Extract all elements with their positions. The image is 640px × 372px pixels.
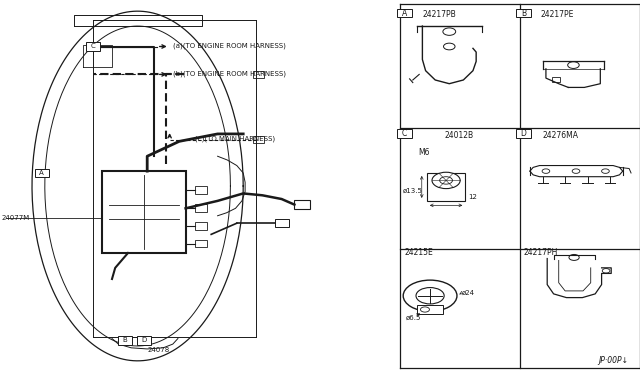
Circle shape	[440, 177, 452, 184]
Circle shape	[108, 234, 123, 243]
Text: 24276MA: 24276MA	[543, 131, 579, 140]
Circle shape	[432, 172, 460, 189]
FancyBboxPatch shape	[137, 336, 151, 345]
Text: ø24: ø24	[462, 290, 475, 296]
Circle shape	[108, 211, 123, 220]
Circle shape	[444, 43, 455, 50]
FancyBboxPatch shape	[397, 129, 412, 138]
Circle shape	[569, 254, 579, 260]
Circle shape	[542, 169, 550, 173]
Text: B: B	[122, 337, 127, 343]
Text: 24217PH: 24217PH	[524, 248, 558, 257]
FancyBboxPatch shape	[118, 336, 132, 345]
Bar	[125, 177, 163, 201]
Bar	[253, 136, 264, 143]
Circle shape	[108, 189, 123, 198]
Circle shape	[403, 280, 457, 311]
FancyBboxPatch shape	[516, 9, 531, 17]
Circle shape	[602, 269, 610, 273]
Text: 24012B: 24012B	[445, 131, 474, 140]
Text: 12: 12	[468, 194, 477, 200]
Bar	[138, 242, 148, 251]
Text: A: A	[39, 170, 44, 176]
Bar	[153, 242, 163, 251]
Text: 24078: 24078	[147, 347, 170, 353]
Text: (a)(TO ENGINE ROOM HARNESS): (a)(TO ENGINE ROOM HARNESS)	[173, 42, 285, 49]
Circle shape	[602, 169, 609, 173]
Bar	[124, 242, 134, 251]
Text: C: C	[402, 129, 407, 138]
Circle shape	[420, 307, 429, 312]
Text: 24217PB: 24217PB	[422, 10, 456, 19]
Circle shape	[443, 28, 456, 35]
Circle shape	[572, 169, 580, 173]
Bar	[427, 173, 465, 201]
Bar	[109, 242, 119, 251]
Text: C: C	[90, 44, 95, 49]
Text: B: B	[521, 9, 526, 17]
FancyBboxPatch shape	[516, 129, 531, 138]
Text: JP·00P↓: JP·00P↓	[598, 356, 628, 365]
Bar	[195, 204, 207, 212]
Circle shape	[416, 288, 444, 304]
Bar	[253, 71, 264, 78]
Text: 24217PE: 24217PE	[541, 10, 574, 19]
FancyBboxPatch shape	[397, 9, 412, 17]
Bar	[102, 171, 186, 253]
Text: M6: M6	[419, 148, 430, 157]
Text: (b)(TO ENGINE ROOM HARNESS): (b)(TO ENGINE ROOM HARNESS)	[173, 70, 286, 77]
Bar	[195, 240, 207, 247]
Bar	[168, 242, 178, 251]
Text: 24215E: 24215E	[404, 248, 433, 257]
FancyBboxPatch shape	[86, 42, 100, 51]
Text: ø13.5: ø13.5	[403, 187, 423, 193]
Bar	[294, 200, 310, 209]
Text: A: A	[402, 9, 407, 17]
Text: D: D	[141, 337, 147, 343]
Bar	[195, 222, 207, 230]
Text: D: D	[520, 129, 527, 138]
Text: (c)(TO MAIN HARNESS): (c)(TO MAIN HARNESS)	[195, 135, 275, 142]
Bar	[195, 186, 207, 194]
Circle shape	[568, 62, 579, 68]
Text: 24077M: 24077M	[1, 215, 29, 221]
Bar	[417, 305, 443, 314]
Bar	[552, 77, 560, 82]
Text: ø6.5: ø6.5	[406, 314, 421, 320]
FancyBboxPatch shape	[35, 169, 49, 177]
Bar	[275, 219, 289, 227]
